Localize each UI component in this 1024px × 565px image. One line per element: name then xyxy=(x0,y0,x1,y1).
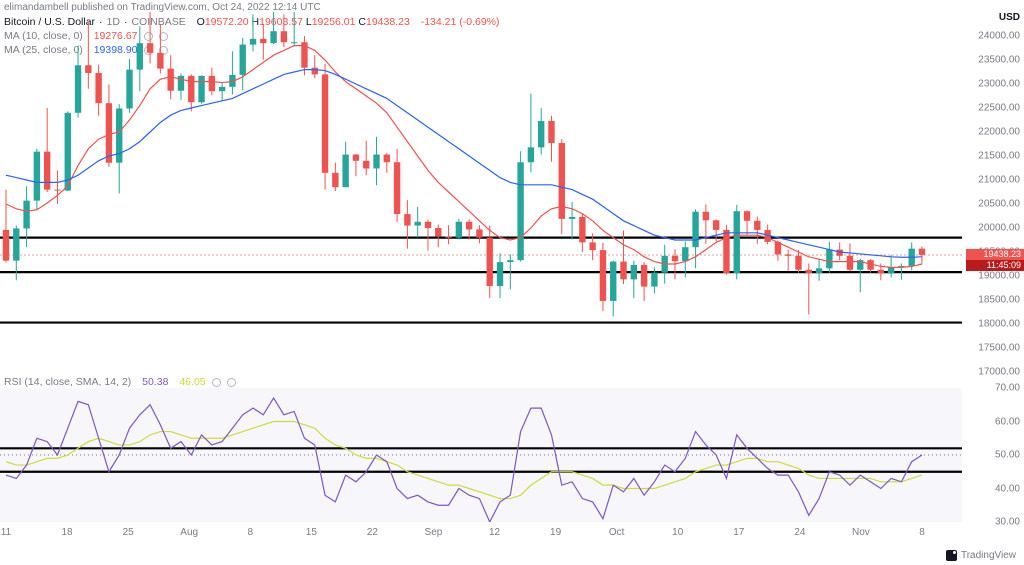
time-tick: Sep xyxy=(425,527,443,538)
eye-icon[interactable] xyxy=(212,378,221,387)
rsi-axis[interactable]: 30.0040.0050.0060.0070.00 xyxy=(962,388,1024,522)
time-tick: 10 xyxy=(672,527,683,538)
time-tick: 24 xyxy=(794,527,805,538)
price-tick: 21000.00 xyxy=(978,175,1020,186)
time-tick: 17 xyxy=(733,527,744,538)
price-tick: 17000.00 xyxy=(978,367,1020,378)
bar-countdown: 11:45:09 xyxy=(966,260,1024,271)
price-tick: 17500.00 xyxy=(978,343,1020,354)
price-tick: 20000.00 xyxy=(978,223,1020,234)
price-pane[interactable] xyxy=(0,12,962,372)
time-tick: Nov xyxy=(852,527,870,538)
price-tick: 22000.00 xyxy=(978,127,1020,138)
time-tick: 8 xyxy=(919,527,925,538)
rsi-tick: 60.00 xyxy=(995,416,1020,427)
time-tick: 18 xyxy=(62,527,73,538)
rsi-pane[interactable] xyxy=(0,388,962,522)
price-tick: 19000.00 xyxy=(978,271,1020,282)
rsi-tick: 40.00 xyxy=(995,483,1020,494)
gear-icon[interactable] xyxy=(227,378,236,387)
price-axis[interactable]: USD 17000.0017500.0018000.0018500.001900… xyxy=(962,12,1024,372)
time-tick: 19 xyxy=(550,527,561,538)
tradingview-logo-icon xyxy=(946,550,957,561)
rsi-legend[interactable]: RSI (14, close, SMA, 14, 2) 50.38 46.05 xyxy=(4,376,236,388)
price-tick: 22500.00 xyxy=(978,103,1020,114)
price-tick: 18500.00 xyxy=(978,295,1020,306)
time-tick: 12 xyxy=(489,527,500,538)
rsi-tick: 50.00 xyxy=(995,450,1020,461)
time-tick: 25 xyxy=(123,527,134,538)
tv-attribution[interactable]: TradingView xyxy=(946,550,1016,561)
time-tick: 15 xyxy=(306,527,317,538)
price-tick: 24000.00 xyxy=(978,31,1020,42)
time-tick: Oct xyxy=(609,527,625,538)
price-tick: 20500.00 xyxy=(978,199,1020,210)
time-tick: 8 xyxy=(247,527,253,538)
price-tick: 18000.00 xyxy=(978,319,1020,330)
time-tick: 22 xyxy=(367,527,378,538)
rsi-tick: 70.00 xyxy=(995,383,1020,394)
time-tick: Aug xyxy=(180,527,198,538)
chart-container: elimandambell published on TradingView.c… xyxy=(0,0,1024,565)
time-tick: 11 xyxy=(1,527,11,538)
price-tick: 21500.00 xyxy=(978,151,1020,162)
axis-unit: USD xyxy=(999,12,1020,23)
last-price-label: 19438.23 xyxy=(966,249,1024,260)
price-tick: 23500.00 xyxy=(978,55,1020,66)
rsi-tick: 30.00 xyxy=(995,517,1020,528)
time-axis[interactable]: 11 18 25 Aug 8 15 22 Sep 12 19 Oct 10 17 24 Nov 8 xyxy=(0,525,962,543)
price-tick: 23000.00 xyxy=(978,79,1020,90)
